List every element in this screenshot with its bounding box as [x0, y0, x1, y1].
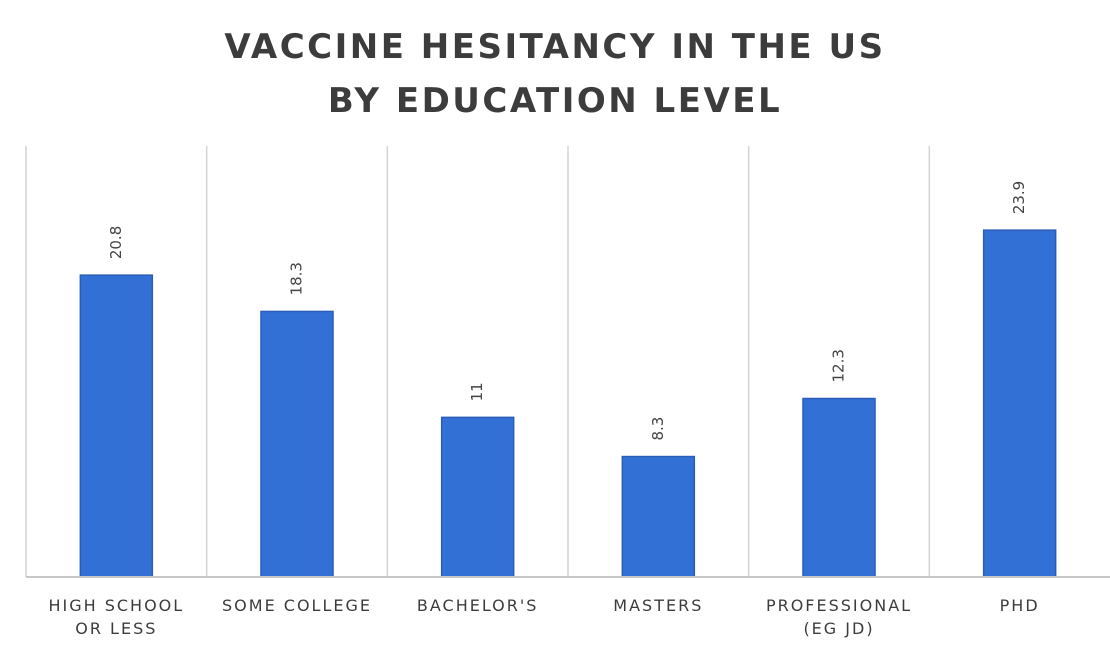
data-label: 12.3 — [830, 349, 848, 382]
chart-title-line-1: VACCINE HESITANCY IN THE US — [224, 27, 886, 67]
data-label: 20.8 — [107, 226, 125, 259]
data-label: 18.3 — [288, 262, 306, 295]
value-labels: 20.8 18.3 11 8.3 12.3 23.9 — [107, 181, 1028, 441]
category-tick-label: PHD — [1000, 596, 1040, 615]
category-tick-label: (EG JD) — [803, 619, 874, 638]
bar — [79, 274, 154, 578]
bar — [260, 310, 334, 578]
bar — [802, 397, 876, 578]
category-tick-label: OR LESS — [75, 619, 157, 638]
data-label: 11 — [468, 382, 486, 401]
chart-title: VACCINE HESITANCY IN THE US BY EDUCATION… — [0, 20, 1110, 128]
category-tick-label: HIGH SCHOOL — [48, 596, 184, 615]
bar — [621, 455, 696, 578]
category-tick-label: SOME COLLEGE — [222, 596, 372, 615]
category-labels: HIGH SCHOOL OR LESS SOME COLLEGE BACHELOR'S… — [48, 596, 1040, 638]
data-label: 23.9 — [1010, 181, 1028, 214]
data-label: 8.3 — [649, 417, 667, 441]
bars — [79, 229, 1057, 578]
bar — [440, 416, 515, 578]
category-tick-label: PROFESSIONAL — [766, 596, 912, 615]
chart-title-line-2: BY EDUCATION LEVEL — [327, 81, 783, 121]
category-tick-label: MASTERS — [613, 596, 703, 615]
category-dividers — [25, 146, 931, 577]
category-tick-label: BACHELOR'S — [417, 596, 539, 615]
bar — [982, 229, 1057, 578]
